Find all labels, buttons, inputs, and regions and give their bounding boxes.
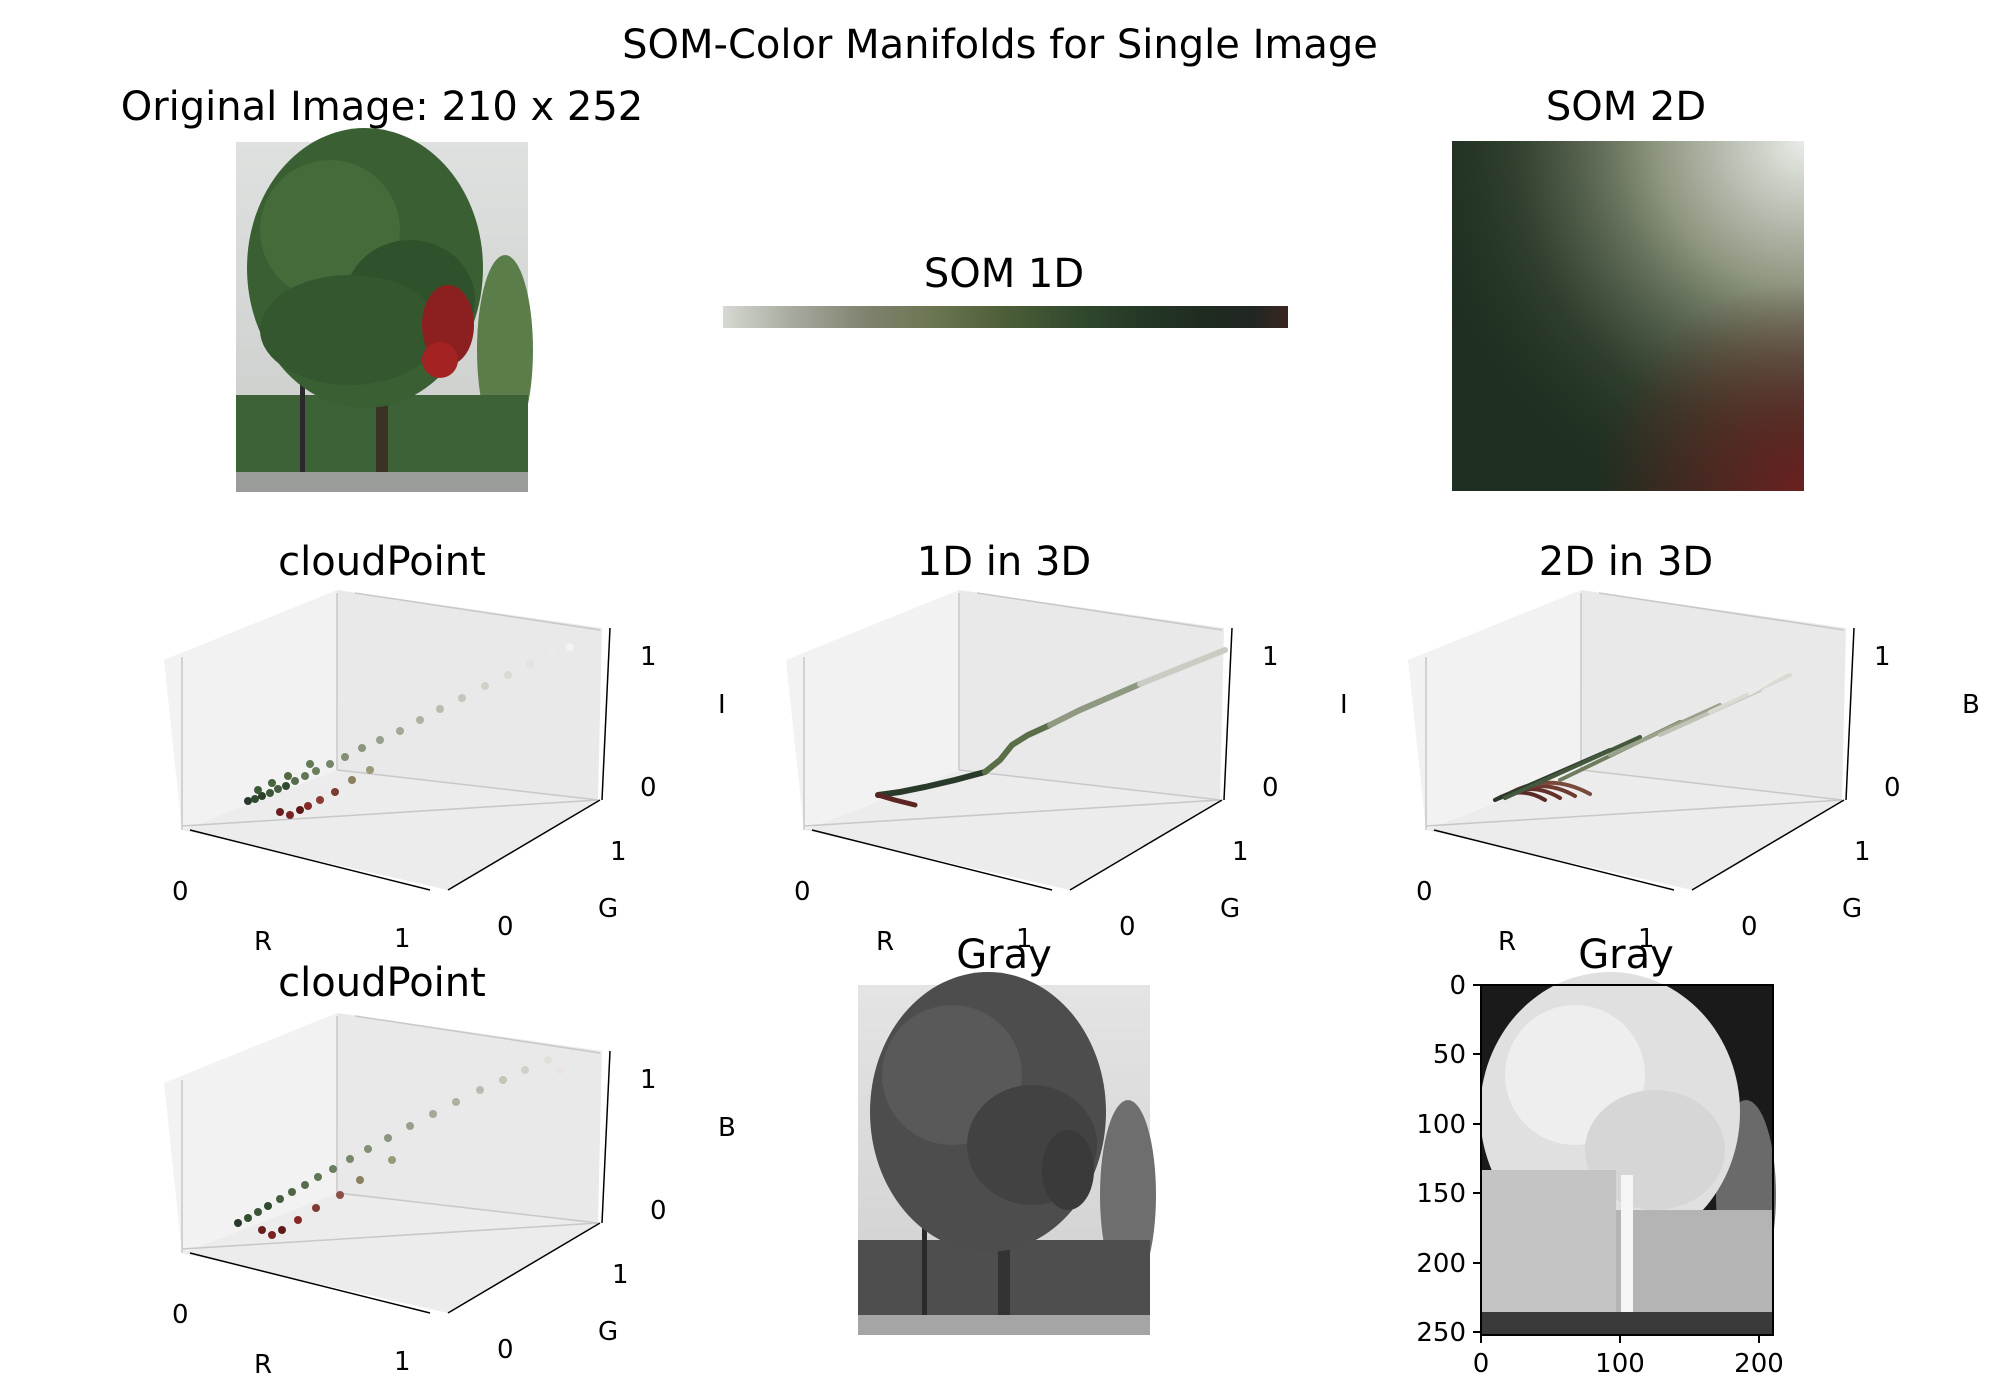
line3d-title: 1D in 3D	[917, 539, 1091, 585]
cloud-rgb-ytick-0: 0	[497, 1335, 514, 1365]
line3d-ytick-0: 0	[1119, 912, 1136, 942]
panel-original-image: Original Image: 210 x 252	[121, 84, 644, 492]
grid3d-xtick-1: 1	[1638, 924, 1655, 954]
som1d-colorbar	[723, 306, 1288, 328]
line3d-zlabel: I	[1340, 690, 1348, 720]
gray-title: Gray	[956, 932, 1052, 978]
cloud-rgb-xtick-1: 1	[394, 1347, 411, 1377]
panel-gray-inverted: Gray 0 50 100 150 200 2	[1416, 932, 1783, 1379]
panel-2d-in-3d: 2D in 3D	[1408, 539, 1980, 957]
figure-title: SOM-Color Manifolds for Single Image	[622, 22, 1378, 68]
som2d-grid	[1452, 141, 1804, 491]
gray-inverted-ytick-250: 250	[1416, 1318, 1466, 1348]
axes3d-grid	[1408, 590, 1855, 891]
cloud-rgi-xtick-0: 0	[172, 877, 189, 907]
gray-inverted-xtick-100: 100	[1595, 1349, 1645, 1379]
cloud-rgb-ytick-1: 1	[612, 1260, 629, 1290]
cloudpoint-rgb-title: cloudPoint	[278, 960, 486, 1006]
gray-inverted-xtick-0: 0	[1473, 1349, 1490, 1379]
cloud-rgi-xtick-1: 1	[394, 924, 411, 954]
grid3d-ztick-0: 0	[1884, 773, 1901, 803]
line3d-curve	[875, 647, 1228, 808]
gray-inverted-xtick-200: 200	[1734, 1349, 1784, 1379]
gray-inverted-axes	[1473, 984, 1760, 1343]
cloud-rgi-points	[244, 643, 574, 819]
line3d-ztick-1: 1	[1262, 642, 1279, 672]
grid3d-ztick-1: 1	[1874, 642, 1891, 672]
line3d-xlabel: R	[876, 927, 894, 957]
gray-inverted-ytick-0: 0	[1449, 971, 1466, 1001]
cloud-rgi-ytick-0: 0	[497, 912, 514, 942]
cloud-rgb-ztick-0: 0	[650, 1196, 667, 1226]
som1d-title: SOM 1D	[924, 251, 1084, 297]
grid3d-title: 2D in 3D	[1539, 539, 1713, 585]
cloud-rgi-xlabel: R	[254, 927, 272, 957]
gray-image	[858, 972, 1156, 1335]
gray-inverted-ytick-50: 50	[1433, 1040, 1466, 1070]
cloud-rgi-ylabel: G	[598, 894, 618, 924]
cloud-rgb-ylabel: G	[598, 1317, 618, 1347]
som2d-title: SOM 2D	[1546, 84, 1706, 130]
gray-inverted-image	[1480, 972, 1776, 1336]
panel-cloudpoint-rgi: cloudPoint	[164, 539, 726, 957]
grid3d-zlabel: B	[1962, 690, 1980, 720]
gray-inverted-title: Gray	[1578, 932, 1674, 978]
cloud-rgb-xtick-0: 0	[172, 1300, 189, 1330]
panel-1d-in-3d: 1D in 3D 1 0 I	[786, 539, 1348, 957]
cloud-rgi-ytick-1: 1	[610, 837, 627, 867]
original-image-photo	[236, 128, 533, 492]
axes3d-cloud-rgi	[164, 590, 611, 891]
grid3d-surface	[1493, 670, 1792, 802]
cloudpoint-rgi-title: cloudPoint	[278, 539, 486, 585]
gray-inverted-ytick-200: 200	[1416, 1249, 1466, 1279]
grid3d-ytick-1: 1	[1854, 837, 1871, 867]
grid3d-ylabel: G	[1842, 894, 1862, 924]
line3d-ylabel: G	[1220, 894, 1240, 924]
line3d-xtick-1: 1	[1016, 924, 1033, 954]
gray-inverted-ytick-150: 150	[1416, 1179, 1466, 1209]
line3d-ztick-0: 0	[1262, 773, 1279, 803]
cloud-rgi-zlabel: I	[718, 690, 726, 720]
panel-cloudpoint-rgb: cloudPoint	[164, 960, 736, 1380]
grid3d-xtick-0: 0	[1416, 877, 1433, 907]
panel-som-1d: SOM 1D	[723, 251, 1288, 328]
line3d-ytick-1: 1	[1232, 837, 1249, 867]
axes3d-cloud-rgb	[164, 1013, 611, 1314]
cloud-rgb-ztick-1: 1	[640, 1065, 657, 1095]
axes3d-line	[786, 590, 1233, 891]
line3d-xtick-0: 0	[794, 877, 811, 907]
grid3d-xlabel: R	[1498, 927, 1516, 957]
grid3d-ytick-0: 0	[1741, 912, 1758, 942]
panel-som-2d: SOM 2D	[1452, 84, 1804, 491]
cloud-rgb-zlabel: B	[718, 1113, 736, 1143]
gray-inverted-ytick-100: 100	[1416, 1110, 1466, 1140]
original-image-title: Original Image: 210 x 252	[121, 84, 644, 130]
cloud-rgi-ztick-0: 0	[640, 773, 657, 803]
cloud-rgb-xlabel: R	[254, 1350, 272, 1380]
cloud-rgb-points	[234, 1056, 564, 1239]
cloud-rgi-ztick-1: 1	[640, 642, 657, 672]
panel-gray: Gray	[858, 932, 1156, 1335]
